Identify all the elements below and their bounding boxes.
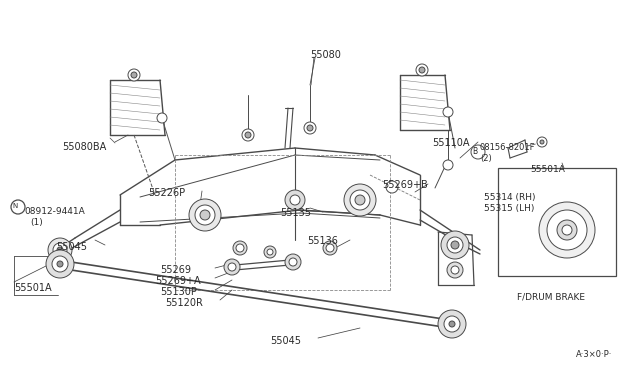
Text: (1): (1) xyxy=(30,218,43,227)
Circle shape xyxy=(386,181,398,193)
Circle shape xyxy=(228,263,236,271)
Circle shape xyxy=(157,113,167,123)
Text: 55226P: 55226P xyxy=(148,188,185,198)
Text: 55501A: 55501A xyxy=(530,165,565,174)
Circle shape xyxy=(419,67,425,73)
Text: 55045: 55045 xyxy=(56,242,87,252)
Circle shape xyxy=(451,241,459,249)
Circle shape xyxy=(443,160,453,170)
Circle shape xyxy=(267,249,273,255)
Text: 55130P: 55130P xyxy=(160,287,197,297)
Text: B: B xyxy=(472,147,477,156)
Text: N: N xyxy=(12,203,17,209)
Circle shape xyxy=(189,199,221,231)
Text: 55080BA: 55080BA xyxy=(62,142,106,152)
Circle shape xyxy=(447,262,463,278)
Circle shape xyxy=(52,256,68,272)
Circle shape xyxy=(48,238,72,262)
Circle shape xyxy=(285,190,305,210)
Circle shape xyxy=(195,205,215,225)
Text: 55269: 55269 xyxy=(160,265,191,275)
Text: (2): (2) xyxy=(480,154,492,163)
Circle shape xyxy=(224,259,240,275)
Circle shape xyxy=(236,244,244,252)
Text: 55110A: 55110A xyxy=(432,138,470,148)
Text: 08912-9441A: 08912-9441A xyxy=(24,207,84,216)
Circle shape xyxy=(128,69,140,81)
Text: 55269+A: 55269+A xyxy=(155,276,200,286)
Circle shape xyxy=(438,310,466,338)
Circle shape xyxy=(416,64,428,76)
Text: A·3×0·P·: A·3×0·P· xyxy=(576,350,612,359)
Circle shape xyxy=(471,145,485,159)
Circle shape xyxy=(289,258,297,266)
Circle shape xyxy=(285,254,301,270)
Circle shape xyxy=(447,237,463,253)
Circle shape xyxy=(200,210,210,220)
Circle shape xyxy=(304,122,316,134)
Circle shape xyxy=(245,132,251,138)
Text: 55315 (LH): 55315 (LH) xyxy=(484,204,534,213)
Text: 55045: 55045 xyxy=(270,336,301,346)
Circle shape xyxy=(537,137,547,147)
Circle shape xyxy=(57,247,63,253)
Circle shape xyxy=(441,231,469,259)
Text: 55314 (RH): 55314 (RH) xyxy=(484,193,536,202)
Text: 55080: 55080 xyxy=(310,50,341,60)
Circle shape xyxy=(540,140,544,144)
Circle shape xyxy=(242,129,254,141)
Circle shape xyxy=(233,241,247,255)
Text: 55501A: 55501A xyxy=(14,283,52,293)
Circle shape xyxy=(547,210,587,250)
Circle shape xyxy=(344,184,376,216)
Text: 55136: 55136 xyxy=(307,236,338,246)
Circle shape xyxy=(449,321,455,327)
Circle shape xyxy=(53,243,67,257)
Text: 55135: 55135 xyxy=(280,208,311,218)
Text: F/DRUM BRAKE: F/DRUM BRAKE xyxy=(517,292,585,301)
Circle shape xyxy=(307,125,313,131)
Text: 08156-8201F: 08156-8201F xyxy=(480,144,536,153)
Circle shape xyxy=(290,195,300,205)
Circle shape xyxy=(46,250,74,278)
Circle shape xyxy=(323,241,337,255)
Circle shape xyxy=(562,225,572,235)
Circle shape xyxy=(57,261,63,267)
Circle shape xyxy=(264,246,276,258)
Bar xyxy=(498,168,616,276)
Circle shape xyxy=(355,195,365,205)
Circle shape xyxy=(444,316,460,332)
Circle shape xyxy=(350,190,370,210)
Circle shape xyxy=(11,200,25,214)
Circle shape xyxy=(557,220,577,240)
Circle shape xyxy=(326,244,334,252)
Circle shape xyxy=(539,202,595,258)
Circle shape xyxy=(451,266,459,274)
Text: 55269+B: 55269+B xyxy=(382,180,428,190)
Text: 55120R: 55120R xyxy=(165,298,203,308)
Circle shape xyxy=(443,107,453,117)
Circle shape xyxy=(131,72,137,78)
